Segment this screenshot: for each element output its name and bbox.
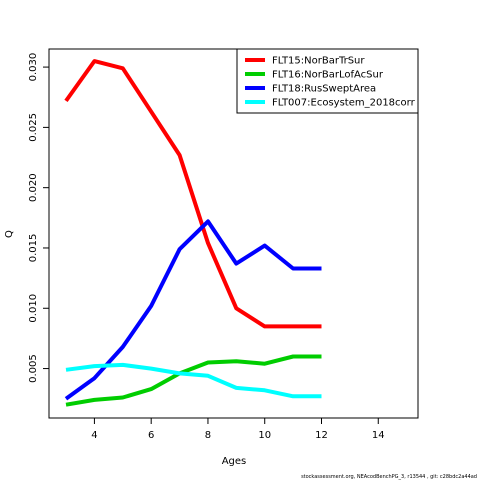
x-tick-label: 4 [91, 430, 97, 441]
y-tick-label: 0.010 [28, 294, 39, 323]
x-axis-title: Ages [222, 456, 247, 467]
series-line [64, 219, 322, 401]
y-tick-label: 0.015 [28, 234, 39, 263]
x-tick-label: 14 [372, 430, 385, 441]
series-line [64, 59, 322, 329]
y-tick-label: 0.005 [28, 354, 39, 383]
footer-text: stockassessment.org, NEAcodBenchPG_3, r1… [301, 474, 477, 480]
y-axis-title: Q [4, 230, 15, 238]
y-tick-label: 0.025 [28, 113, 39, 142]
series-line [65, 354, 322, 407]
legend-box [236, 48, 419, 114]
legend-label: FLT18:RusSweptArea [272, 84, 376, 95]
legend: FLT15:NorBarTrSur FLT16:NorBarLofAcSur FLT… [236, 48, 419, 114]
x-tick-label: 12 [315, 430, 328, 441]
legend-label: FLT007:Ecosystem_2018corr [272, 98, 416, 109]
x-axis: 4 6 8 10 12 14 [91, 418, 385, 441]
y-tick-label: 0.030 [28, 53, 39, 82]
legend-label: FLT16:NorBarLofAcSur [272, 70, 384, 81]
y-tick-label: 0.020 [28, 173, 39, 202]
x-tick-label: 8 [205, 430, 211, 441]
x-tick-label: 6 [148, 430, 154, 441]
plot-frame [48, 48, 419, 419]
series-line [65, 362, 322, 399]
x-tick-label: 10 [258, 430, 271, 441]
series-lines [64, 59, 322, 407]
legend-label: FLT15:NorBarTrSur [272, 56, 365, 67]
y-axis: 0.005 0.010 0.015 0.020 0.025 0.030 [28, 53, 49, 383]
